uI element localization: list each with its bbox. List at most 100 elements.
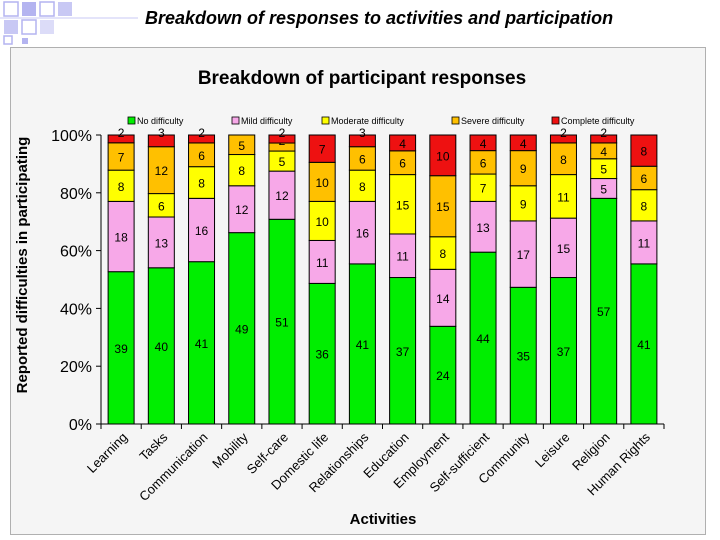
- y-tick-label: 80%: [60, 186, 92, 203]
- data-label: 12: [275, 189, 289, 203]
- bar-segment: [107, 169, 135, 202]
- data-label: 17: [517, 248, 531, 262]
- legend-swatch: [127, 116, 136, 125]
- data-label: 4: [600, 145, 607, 159]
- bar-segment: [630, 189, 658, 222]
- legend-label: Mild difficulty: [241, 116, 293, 126]
- bar-segment: [549, 277, 577, 425]
- bar-segment: [268, 170, 296, 220]
- bar-segment: [590, 197, 618, 425]
- data-label: 9: [520, 197, 527, 211]
- data-label: 2: [198, 126, 205, 140]
- bar-segment: [389, 233, 417, 279]
- bar-segment: [268, 134, 296, 144]
- data-label: 15: [396, 198, 410, 212]
- data-label: 5: [238, 139, 245, 153]
- data-label: 2: [118, 126, 125, 140]
- data-label: 10: [315, 176, 329, 190]
- data-label: 14: [436, 292, 450, 306]
- data-label: 5: [600, 163, 607, 177]
- bar-segment: [348, 134, 376, 148]
- data-label: 24: [436, 369, 450, 383]
- data-label: 10: [315, 215, 329, 229]
- bar-segment: [389, 174, 417, 235]
- data-label: 37: [396, 345, 410, 359]
- data-label: 7: [118, 150, 125, 164]
- data-label: 18: [114, 231, 128, 245]
- bar-segment: [147, 146, 175, 195]
- bar-segment: [590, 134, 618, 144]
- legend-swatch: [451, 116, 460, 125]
- data-label: 8: [198, 177, 205, 191]
- data-label: 8: [118, 180, 125, 194]
- data-label: 11: [316, 256, 329, 270]
- data-label: 10: [436, 149, 450, 163]
- data-label: 6: [480, 156, 487, 170]
- data-label: 7: [480, 182, 487, 196]
- x-tick-label: Learning: [84, 430, 130, 476]
- legend-label: Complete difficulty: [561, 116, 635, 126]
- legend-swatch: [231, 116, 240, 125]
- bar-segment: [348, 263, 376, 425]
- legend-label: Severe difficulty: [461, 116, 525, 126]
- data-label: 8: [641, 199, 648, 213]
- y-tick-label: 100%: [51, 128, 92, 145]
- legend-label: No difficulty: [137, 116, 184, 126]
- bar-segment: [549, 142, 577, 176]
- data-label: 40: [155, 340, 169, 354]
- data-label: 8: [359, 180, 366, 194]
- data-label: 35: [517, 350, 531, 364]
- bar-segment: [188, 197, 216, 263]
- y-axis-label: Reported difficulties in participating: [14, 137, 31, 394]
- data-label: 16: [356, 227, 370, 241]
- bar-segment: [308, 200, 336, 241]
- slide-title: Breakdown of responses to activities and…: [145, 8, 614, 28]
- data-label: 6: [641, 172, 648, 186]
- bar-segment: [509, 185, 537, 222]
- data-label: 8: [238, 164, 245, 178]
- data-label: 11: [396, 250, 409, 264]
- data-label: 11: [638, 236, 651, 250]
- data-label: 2: [600, 126, 607, 140]
- bar-segment: [429, 325, 457, 425]
- data-label: 44: [476, 332, 490, 346]
- chart-title: Breakdown of participant responses: [198, 68, 526, 89]
- data-label: 2: [560, 126, 567, 140]
- legend-label: Moderate difficulty: [331, 116, 404, 126]
- bar-segment: [429, 134, 457, 177]
- bar-segment: [429, 268, 457, 327]
- data-label: 6: [359, 152, 366, 166]
- data-label: 8: [560, 153, 567, 167]
- decorative-squares: [0, 1, 138, 45]
- bar-segment: [228, 185, 256, 234]
- data-label: 4: [480, 137, 487, 151]
- bar-segment: [268, 218, 296, 425]
- data-label: 5: [279, 155, 286, 169]
- data-label: 8: [439, 247, 446, 261]
- legend: No difficulty Mild difficulty Moderate dif…: [127, 116, 635, 126]
- bar-segment: [469, 173, 497, 202]
- y-axis: 0% 20% 40% 60% 80% 100%: [51, 128, 102, 434]
- plot-background: [101, 135, 664, 424]
- bar-segment: [549, 217, 577, 279]
- data-label: 6: [399, 157, 406, 171]
- bar-segment: [509, 286, 537, 425]
- data-label: 9: [520, 162, 527, 176]
- data-label: 4: [399, 137, 406, 151]
- bar-segment: [630, 134, 658, 167]
- data-label: 2: [279, 126, 286, 140]
- bar-segment: [147, 267, 175, 425]
- bar-segment: [469, 200, 497, 253]
- y-tick-label: 40%: [60, 301, 92, 318]
- bar-segment: [228, 154, 256, 187]
- bar-segment: [107, 271, 135, 425]
- data-label: 15: [557, 242, 571, 256]
- legend-swatch: [551, 116, 560, 125]
- bar-segment: [147, 134, 175, 148]
- data-label: 36: [315, 348, 329, 362]
- data-label: 41: [356, 338, 370, 352]
- plot-area: [101, 135, 664, 424]
- bars: 3918872401361234116862491285511252236111…: [107, 126, 658, 425]
- x-axis: Learning TasksCommunicationMobilitySelf-c…: [84, 423, 665, 504]
